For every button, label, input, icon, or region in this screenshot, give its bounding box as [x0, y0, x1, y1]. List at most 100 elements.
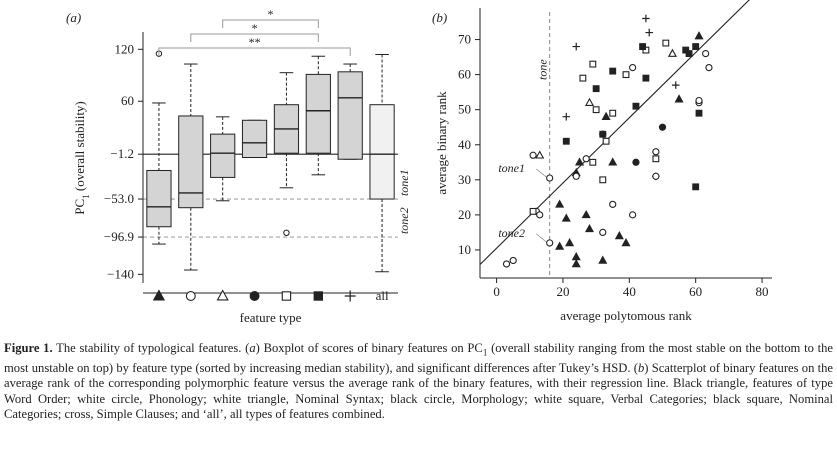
panel-a-label: (a) [66, 10, 81, 25]
black-triangle-marker [614, 231, 624, 240]
black-triangle-marker [621, 238, 631, 247]
y-tick-label-b: 50 [458, 102, 471, 117]
box-body [241, 119, 268, 159]
y-axis-label: PC1 (overall stability) [72, 101, 91, 215]
y-tick-label: −53.0 [104, 191, 134, 206]
black-square-marker [592, 85, 600, 93]
significance-label: * [252, 21, 258, 35]
white-circle-marker [502, 260, 511, 268]
box-white-triangle [210, 116, 236, 202]
x-axis-label-b: average polytomous rank [560, 308, 692, 323]
white-circle-marker [652, 148, 660, 156]
regression-line [479, 0, 750, 265]
caption-text-2: ) Boxplot of scores of binary features o… [255, 341, 483, 355]
black-triangle-marker [694, 31, 704, 40]
black-square-marker [562, 137, 570, 145]
x-tick-label-b: 60 [689, 284, 702, 299]
significance-bracket [190, 33, 319, 42]
y-tick-label-b: 60 [458, 67, 471, 82]
annotation-tone2: tone2 [498, 226, 525, 240]
black-triangle-marker [674, 94, 684, 103]
box-all [369, 54, 395, 273]
white-circle-marker [629, 64, 637, 72]
white-circle-marker [599, 228, 607, 237]
box-black-square [305, 55, 331, 176]
reference-line-label: tone2 [397, 207, 411, 234]
white-circle-marker [546, 174, 554, 182]
y-tick-label-b: 30 [458, 172, 471, 187]
white-triangle-marker [216, 289, 229, 301]
x-tick-label-b: 0 [493, 284, 500, 299]
black-square-marker [695, 109, 703, 117]
box-body [369, 104, 395, 200]
cross-marker [562, 112, 571, 121]
black-circle-marker [249, 291, 260, 301]
caption-panel-b-ref: b [637, 360, 645, 375]
black-triangle-marker [575, 157, 585, 166]
caption-label: Figure 1. [4, 341, 53, 355]
x-tick-label-b: 40 [623, 284, 636, 299]
black-square-marker [685, 50, 693, 58]
black-triangle-marker [584, 223, 595, 233]
white-square-marker [622, 71, 630, 79]
annotation-leader [536, 168, 547, 178]
cross-marker [344, 290, 356, 302]
black-square-marker [313, 291, 324, 301]
black-square-marker [599, 130, 607, 138]
box-body [337, 71, 363, 160]
black-triangle-marker [601, 111, 611, 120]
white-circle-marker [529, 151, 537, 159]
outlier-point [283, 229, 290, 237]
white-circle-marker [185, 291, 196, 301]
black-square-marker [609, 67, 617, 75]
black-triangle-marker [561, 213, 571, 222]
white-square-marker [281, 291, 292, 301]
box-white-square [273, 72, 300, 237]
significance-bracket [158, 47, 351, 56]
black-triangle-marker [598, 255, 608, 264]
caption-text-3: (overall stability ranging from the most… [4, 341, 833, 375]
box-cross [337, 63, 363, 160]
black-square-marker [692, 183, 700, 191]
y-tick-label-b: 20 [458, 207, 471, 222]
caption-text-4: ) Scatterplot of binary features on the … [4, 360, 834, 422]
caption-text-1: The stability of typological features. ( [56, 341, 250, 355]
x-axis-label: feature type [240, 310, 302, 325]
black-square-marker [642, 74, 650, 82]
annotation-tone1: tone1 [498, 161, 525, 175]
y-tick-label: 60 [121, 93, 134, 108]
box-body [305, 73, 331, 154]
white-circle-marker [582, 155, 590, 163]
black-triangle-marker [152, 289, 166, 301]
black-square-marker [639, 43, 647, 51]
caption-pc-subscript: 1 [482, 347, 488, 358]
x-tick-label-b: 80 [756, 284, 769, 299]
white-square-marker [589, 60, 597, 68]
box-white-circle [178, 63, 204, 271]
y-tick-label: −96.9 [104, 229, 134, 244]
white-square-marker [592, 106, 600, 114]
white-circle-marker [652, 172, 660, 180]
panel-b-label: (b) [432, 10, 447, 25]
y-tick-label-b: 40 [458, 137, 471, 152]
black-square-marker [632, 102, 640, 110]
y-axis-label-b: average binary rank [434, 91, 449, 195]
x-tick-label-b: 20 [556, 284, 569, 299]
cross-marker [671, 81, 680, 89]
figure-caption: Figure 1. The stability of typological f… [4, 341, 833, 423]
box-body [178, 115, 204, 209]
black-triangle-marker [565, 238, 575, 247]
white-circle-marker [536, 211, 544, 219]
caption-panel-a-ref: a [249, 341, 256, 355]
black-circle-marker [632, 158, 640, 166]
box-body [210, 133, 236, 178]
white-circle-marker [572, 172, 580, 180]
black-square-marker [692, 43, 700, 51]
white-triangle-marker [667, 48, 677, 57]
annotation-leader [536, 233, 547, 243]
black-triangle-marker [571, 259, 581, 268]
y-tick-label-b: 10 [458, 242, 471, 257]
black-triangle-marker [608, 157, 618, 166]
white-square-marker [602, 137, 610, 145]
y-tick-label-b: 70 [458, 32, 471, 47]
